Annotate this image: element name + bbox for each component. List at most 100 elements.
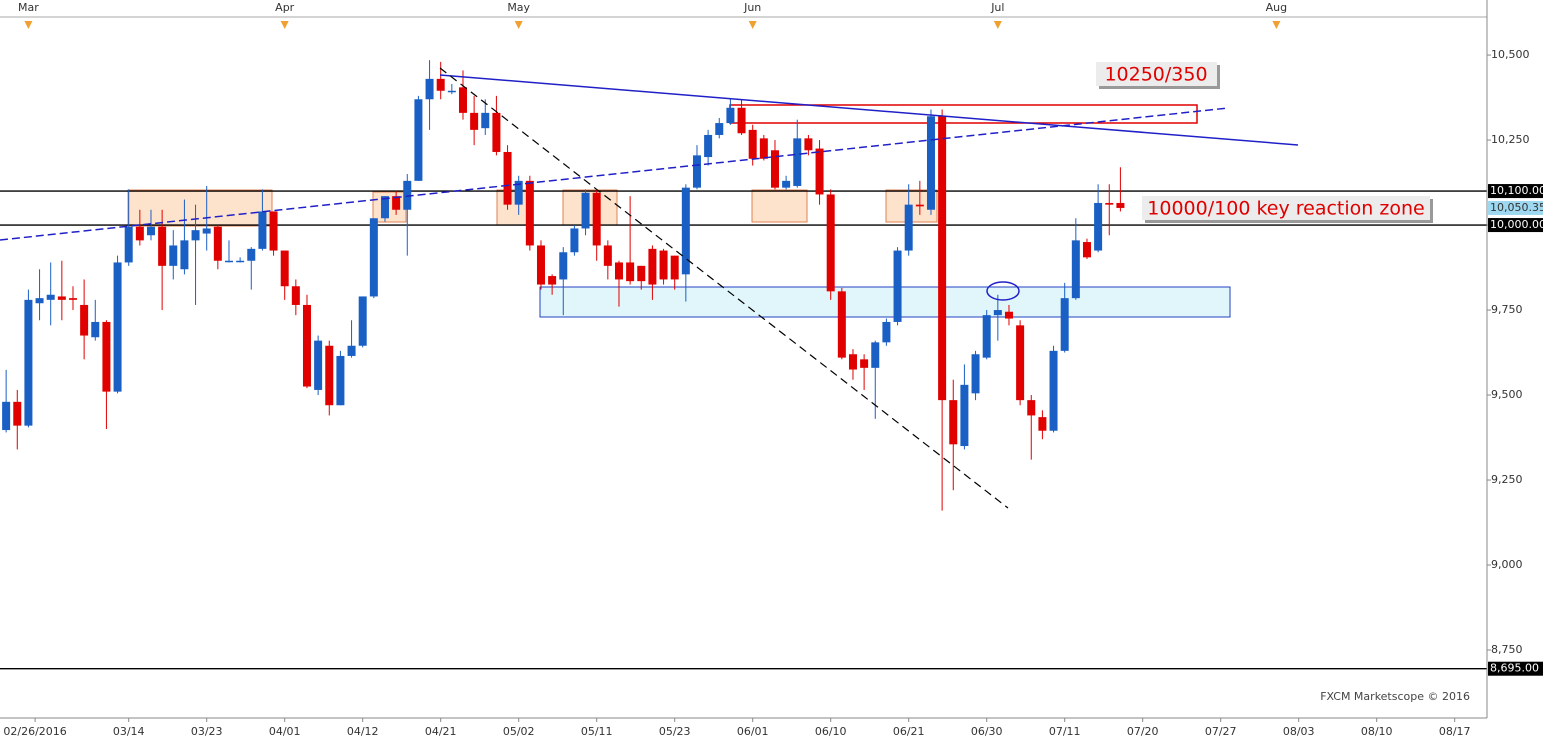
candle-body: [915, 204, 924, 207]
month-label: Aug: [1266, 1, 1287, 14]
price-label-box: [1488, 218, 1543, 233]
candle-body: [559, 252, 568, 280]
candle-body: [737, 107, 746, 134]
candle-body: [503, 151, 512, 205]
candle-body: [525, 180, 534, 246]
trend-lines: [0, 67, 1299, 509]
candle-body: [392, 196, 401, 210]
candle-body: [124, 226, 133, 263]
candle-body: [24, 299, 33, 426]
candle-body: [236, 260, 245, 263]
candle-body: [904, 204, 913, 251]
candle-body: [314, 340, 323, 390]
candle-body: [614, 262, 623, 280]
candle-body: [325, 345, 334, 406]
candle-body: [2, 401, 11, 431]
candle-body: [403, 180, 412, 210]
candle-body: [1082, 242, 1091, 258]
candle-body: [514, 180, 523, 205]
candle-body: [13, 401, 22, 426]
candle-body: [1027, 400, 1036, 416]
candle-body: [670, 255, 679, 280]
annotation-box: [1142, 196, 1430, 220]
candle-body: [815, 148, 824, 195]
price-label: 10,100.00: [1490, 184, 1543, 197]
trend-line: [0, 107, 1229, 241]
y-tick-label: 9,750: [1491, 303, 1523, 316]
y-tick-label: 9,500: [1491, 388, 1523, 401]
last-price-box: [1488, 200, 1543, 215]
candle-body: [436, 78, 445, 91]
month-label: Jun: [743, 1, 761, 14]
candle-body: [993, 310, 1002, 316]
candle-body: [1060, 298, 1069, 351]
price-label: 8,695.00: [1490, 662, 1539, 675]
y-tick-label: 10,250: [1491, 133, 1530, 146]
candle-body: [726, 107, 735, 124]
trend-line: [439, 74, 1299, 146]
candle-body: [347, 345, 356, 356]
x-tick-label: 07/27: [1205, 725, 1237, 738]
annotation-box: [1096, 62, 1217, 86]
last-price-label: 10,050.35: [1490, 201, 1543, 214]
candle-body: [447, 90, 456, 93]
candle-body: [135, 226, 144, 241]
candle-body: [804, 138, 813, 151]
candle-body: [971, 354, 980, 394]
candle-body: [637, 265, 646, 282]
candle-body: [35, 298, 44, 304]
candle-body: [692, 155, 701, 188]
support-zone: [539, 286, 1231, 318]
candle-body: [224, 260, 233, 263]
x-tick-label: 06/10: [815, 725, 847, 738]
zone: [372, 191, 407, 223]
price-label-box: [1488, 184, 1543, 199]
x-tick-label: 08/10: [1361, 725, 1393, 738]
month-label: Apr: [275, 1, 295, 14]
candle-body: [280, 250, 289, 287]
candle-body: [302, 304, 311, 387]
candle-body: [793, 138, 802, 186]
candle-body: [425, 78, 434, 100]
candle-body: [871, 342, 880, 368]
candle-body: [102, 321, 111, 392]
candle-body: [826, 194, 835, 292]
month-marker: [748, 21, 757, 29]
x-tick-label: 03/23: [191, 725, 223, 738]
candle-body: [492, 112, 501, 152]
x-tick-label: 04/12: [347, 725, 379, 738]
x-tick-label: 05/11: [581, 725, 613, 738]
candle-body: [169, 245, 178, 266]
candle-body: [570, 228, 579, 253]
candle-body: [960, 384, 969, 447]
trend-line: [439, 67, 1009, 509]
candle-body: [158, 226, 167, 266]
candle-body: [1004, 311, 1013, 319]
candle-body: [659, 250, 668, 280]
candle-body: [581, 192, 590, 229]
price-label: 10,000.00: [1490, 218, 1543, 231]
candle-body: [113, 262, 122, 392]
candle-body: [481, 112, 490, 129]
price-lines: [0, 190, 1487, 670]
y-tick-label: 9,250: [1491, 473, 1523, 486]
candle-body: [202, 228, 211, 234]
candle-body: [715, 123, 724, 135]
zone: [496, 189, 531, 226]
candle-body: [336, 355, 345, 406]
x-tick-label: 08/17: [1439, 725, 1471, 738]
candle-body: [369, 218, 378, 297]
annotation: 10250/350: [1104, 64, 1207, 86]
candle-body: [982, 315, 991, 358]
candle-body: [180, 240, 189, 270]
candle-body: [882, 321, 891, 343]
candle-body: [536, 245, 545, 285]
candle-body: [770, 150, 779, 188]
month-marker: [514, 21, 523, 29]
candle-body: [91, 321, 100, 338]
candle-body: [470, 112, 479, 130]
candle-body: [893, 250, 902, 322]
candle-body: [414, 99, 423, 181]
